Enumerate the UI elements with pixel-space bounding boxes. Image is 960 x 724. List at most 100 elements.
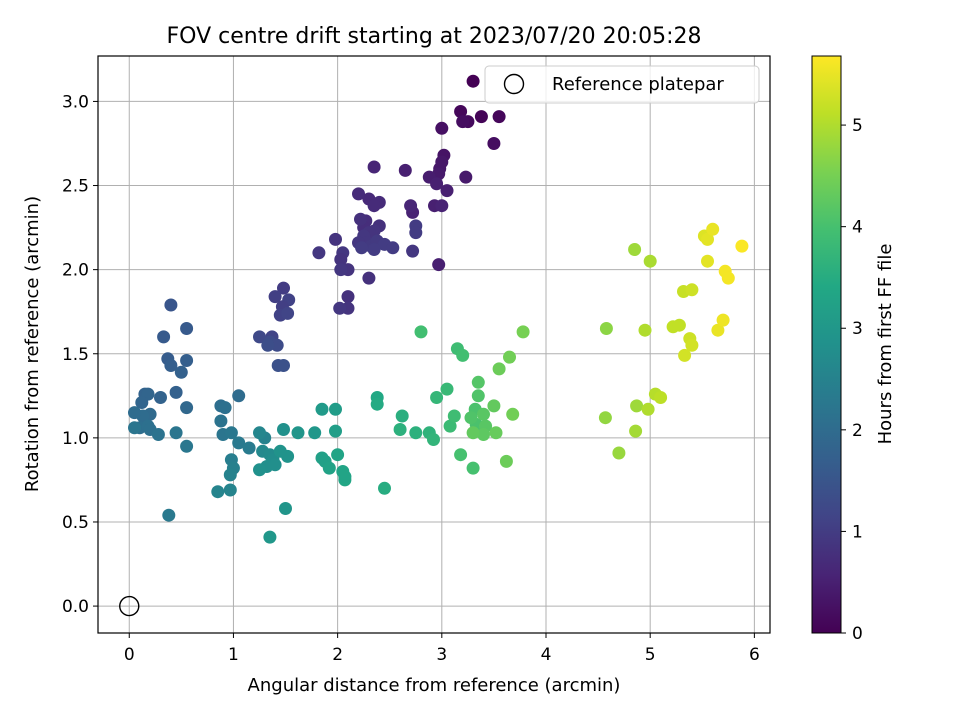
- data-point: [701, 254, 714, 268]
- data-point: [404, 199, 418, 213]
- colorbar: [811, 55, 842, 634]
- data-point: [395, 409, 409, 423]
- data-point: [456, 115, 470, 129]
- data-point: [432, 258, 446, 272]
- data-point: [128, 406, 141, 420]
- data-point: [232, 436, 246, 450]
- data-point: [427, 433, 440, 446]
- data-point: [487, 137, 501, 150]
- colorbar-tick-label: 3: [852, 319, 863, 339]
- data-point: [164, 298, 178, 312]
- y-axis-label: Rotation from reference (arcmin): [22, 196, 43, 492]
- data-point: [263, 530, 277, 544]
- data-point: [214, 414, 228, 428]
- data-point: [367, 243, 381, 256]
- legend-marker-icon: [503, 73, 525, 95]
- reference-platepar-marker: [119, 595, 140, 617]
- colorbar-ticks: 0 1 2 3 4 5: [841, 116, 863, 644]
- y-axis-ticks: 0.0 0.5 1.0 1.5 2.0 2.5 3.0: [62, 92, 98, 617]
- data-point: [354, 212, 367, 226]
- data-point: [409, 226, 423, 240]
- grid-lines: [98, 56, 770, 633]
- data-point: [454, 448, 468, 462]
- data-point: [329, 424, 342, 438]
- data-point: [367, 160, 381, 174]
- data-point: [678, 348, 692, 362]
- colorbar-tick-label: 5: [852, 116, 863, 136]
- data-point: [322, 461, 336, 475]
- data-point: [430, 391, 444, 404]
- data-point: [169, 385, 183, 399]
- data-point: [270, 338, 284, 352]
- data-point: [443, 419, 457, 433]
- data-point: [162, 508, 176, 522]
- colorbar-tick-label: 4: [852, 218, 863, 238]
- data-point: [701, 232, 714, 246]
- data-point: [492, 110, 506, 124]
- data-point: [333, 301, 347, 315]
- data-point: [474, 110, 488, 124]
- y-tick-label: 1.0: [62, 429, 89, 449]
- data-point: [487, 399, 501, 413]
- data-point: [492, 362, 506, 376]
- data-point: [464, 411, 478, 425]
- data-point: [612, 446, 626, 460]
- data-point: [599, 322, 613, 335]
- colorbar-tick-label: 2: [852, 421, 863, 441]
- data-point: [291, 426, 305, 440]
- data-point: [503, 350, 516, 364]
- data-point: [253, 330, 266, 344]
- data-point: [409, 426, 423, 440]
- data-point: [253, 463, 266, 477]
- data-point: [706, 222, 720, 236]
- data-point: [279, 502, 292, 515]
- data-point: [398, 163, 412, 177]
- data-point: [477, 407, 490, 421]
- data-point: [654, 391, 668, 404]
- data-point: [211, 485, 225, 499]
- data-point: [261, 338, 275, 352]
- data-point: [454, 105, 468, 118]
- data-point: [378, 481, 391, 495]
- data-point: [341, 290, 355, 304]
- data-point: [506, 407, 520, 421]
- y-tick-label: 0.0: [62, 597, 89, 617]
- data-point: [471, 389, 485, 403]
- data-point: [630, 399, 644, 413]
- legend-label: Reference platepar: [552, 74, 724, 95]
- data-point: [721, 271, 735, 285]
- data-point: [355, 241, 369, 255]
- data-point: [352, 187, 365, 201]
- x-tick-label: 6: [749, 645, 760, 665]
- x-tick-label: 1: [228, 645, 239, 665]
- data-point: [466, 426, 480, 440]
- data-point: [154, 391, 167, 404]
- x-tick-label: 4: [541, 645, 552, 665]
- data-point: [735, 239, 749, 253]
- x-tick-label: 3: [436, 645, 447, 665]
- data-point: [334, 263, 348, 277]
- data-point: [643, 254, 657, 268]
- x-axis-ticks: 0 1 2 3 4 5 6: [124, 633, 760, 665]
- data-point: [641, 402, 655, 416]
- data-point: [331, 448, 345, 462]
- data-point: [367, 199, 381, 213]
- data-point: [329, 402, 342, 416]
- data-point: [338, 470, 352, 484]
- x-axis-label: Angular distance from reference (arcmin): [248, 675, 621, 696]
- data-point: [128, 421, 141, 435]
- data-point: [477, 428, 490, 441]
- x-tick-label: 0: [124, 645, 135, 665]
- data-point: [224, 426, 238, 440]
- data-point: [242, 441, 256, 455]
- data-point: [308, 426, 322, 440]
- data-point: [414, 325, 428, 339]
- y-tick-label: 3.0: [62, 92, 89, 112]
- colorbar-tick-label: 0: [852, 624, 863, 644]
- data-point: [135, 396, 149, 409]
- data-point: [499, 454, 513, 468]
- data-point: [628, 243, 642, 256]
- data-point: [516, 325, 530, 339]
- plot-frame: [97, 55, 771, 634]
